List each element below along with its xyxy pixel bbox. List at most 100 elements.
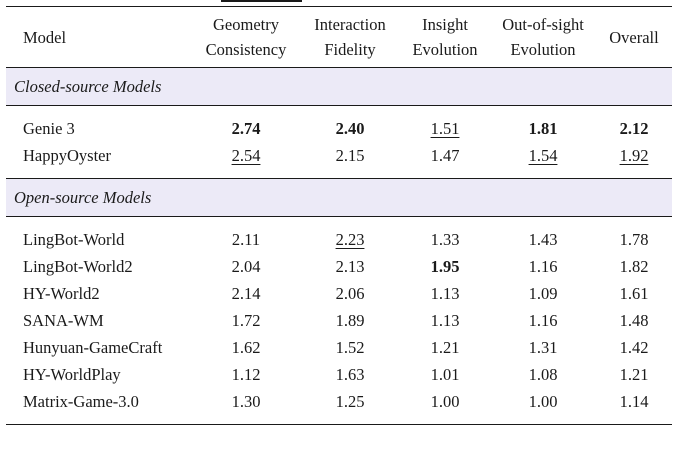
column-header-line-2: Evolution [412, 40, 478, 59]
score-cell: 2.40 [300, 115, 400, 142]
score-cell: 1.82 [596, 253, 672, 280]
score-cell: 1.47 [400, 142, 490, 169]
score-cell: 1.13 [400, 307, 490, 334]
score-value: 1.16 [528, 310, 558, 330]
score-cell: 1.81 [490, 115, 596, 142]
score-value: 1.09 [528, 283, 558, 303]
score-cell: 2.04 [192, 253, 300, 280]
score-cell: 1.30 [192, 388, 300, 415]
score-value: 1.30 [231, 391, 261, 411]
section-bottom-rule [6, 169, 672, 179]
score-cell: 1.09 [490, 280, 596, 307]
score-value: 1.63 [335, 364, 365, 384]
score-value: 1.21 [619, 364, 649, 384]
score-value: 2.12 [619, 118, 649, 138]
score-cell: 1.89 [300, 307, 400, 334]
score-cell: 1.21 [596, 361, 672, 388]
score-cell: 1.52 [300, 334, 400, 361]
score-cell: 2.15 [300, 142, 400, 169]
score-value: 1.00 [430, 391, 460, 411]
score-cell: 1.72 [192, 307, 300, 334]
column-header-interaction-fidelity: Interaction Fidelity [300, 6, 400, 68]
score-value: 1.31 [528, 337, 558, 357]
score-value: 1.54 [528, 145, 558, 165]
score-value: 1.61 [619, 283, 649, 303]
table-bottom-rule [6, 415, 672, 425]
score-cell: 1.78 [596, 226, 672, 253]
column-header-line-1: Overall [609, 27, 659, 47]
model-name-cell: HY-World2 [23, 283, 100, 303]
spacer-cell [6, 106, 672, 116]
score-cell: 1.16 [490, 253, 596, 280]
score-cell: 1.63 [300, 361, 400, 388]
score-cell: 1.95 [400, 253, 490, 280]
section-title: Closed-source Models [6, 67, 672, 106]
score-value: 2.04 [231, 256, 261, 276]
column-header-line-1: Insight [422, 15, 468, 34]
score-cell: 1.00 [490, 388, 596, 415]
score-cell: 1.12 [192, 361, 300, 388]
score-cell: 1.48 [596, 307, 672, 334]
column-header-model: Model [6, 6, 192, 68]
score-cell: 1.14 [596, 388, 672, 415]
table-row: SANA-WM 1.72 1.89 1.13 1.16 1.48 [6, 307, 672, 334]
score-value: 1.42 [619, 337, 649, 357]
score-value: 1.89 [335, 310, 365, 330]
score-cell: 2.12 [596, 115, 672, 142]
column-header-geometry-consistency: Geometry Consistency [192, 6, 300, 68]
header-row: Model Geometry Consistency Interaction F… [6, 6, 672, 68]
table-row: HappyOyster 2.54 2.15 1.47 1.54 1.92 [6, 142, 672, 169]
score-value: 1.00 [528, 391, 558, 411]
column-header-line-1: Out-of-sight [502, 15, 584, 34]
score-value: 2.74 [231, 118, 261, 138]
score-value: 2.54 [231, 145, 261, 165]
score-value: 2.15 [335, 145, 365, 165]
table-row: Matrix-Game-3.0 1.30 1.25 1.00 1.00 1.14 [6, 388, 672, 415]
column-header-overall: Overall [596, 6, 672, 68]
column-header-line-2: Consistency [205, 40, 287, 59]
model-name-cell: Matrix-Game-3.0 [23, 391, 139, 411]
section-header-row: Open-source Models [6, 178, 672, 217]
section-title: Open-source Models [6, 178, 672, 217]
spacer-row [6, 217, 672, 227]
score-value: 1.33 [430, 229, 460, 249]
score-value: 1.43 [528, 229, 558, 249]
score-cell: 1.16 [490, 307, 596, 334]
table-row: Hunyuan-GameCraft 1.62 1.52 1.21 1.31 1.42 [6, 334, 672, 361]
score-value: 1.82 [619, 256, 649, 276]
score-value: 1.92 [619, 145, 649, 165]
table-row: LingBot-World2 2.04 2.13 1.95 1.16 1.82 [6, 253, 672, 280]
score-value: 1.78 [619, 229, 649, 249]
score-cell: 2.74 [192, 115, 300, 142]
score-value: 1.95 [430, 256, 460, 276]
score-cell: 1.33 [400, 226, 490, 253]
score-cell: 2.11 [192, 226, 300, 253]
score-value: 1.52 [335, 337, 365, 357]
score-value: 1.12 [231, 364, 261, 384]
score-cell: 2.14 [192, 280, 300, 307]
model-name-cell: HY-WorldPlay [23, 364, 121, 384]
score-cell: 1.00 [400, 388, 490, 415]
score-value: 2.23 [335, 229, 365, 249]
model-name-cell: SANA-WM [23, 310, 104, 330]
table-row: HY-World2 2.14 2.06 1.13 1.09 1.61 [6, 280, 672, 307]
score-cell: 1.61 [596, 280, 672, 307]
score-cell: 2.54 [192, 142, 300, 169]
column-header-out-of-sight-evolution: Out-of-sight Evolution [490, 6, 596, 68]
score-cell: 1.51 [400, 115, 490, 142]
score-cell: 2.13 [300, 253, 400, 280]
spacer-cell [6, 169, 672, 179]
score-value: 1.14 [619, 391, 649, 411]
table-row: HY-WorldPlay 1.12 1.63 1.01 1.08 1.21 [6, 361, 672, 388]
table-row: Genie 3 2.74 2.40 1.51 1.81 2.12 [6, 115, 672, 142]
score-value: 2.06 [335, 283, 365, 303]
score-value: 2.14 [231, 283, 261, 303]
score-cell: 1.08 [490, 361, 596, 388]
section-header-row: Closed-source Models [6, 67, 672, 106]
column-header-line-1: Interaction [314, 15, 386, 34]
score-value: 1.51 [430, 118, 460, 138]
score-cell: 1.62 [192, 334, 300, 361]
column-header-line-2: Fidelity [324, 40, 376, 59]
score-value: 2.40 [335, 118, 365, 138]
table-row: LingBot-World 2.11 2.23 1.33 1.43 1.78 [6, 226, 672, 253]
